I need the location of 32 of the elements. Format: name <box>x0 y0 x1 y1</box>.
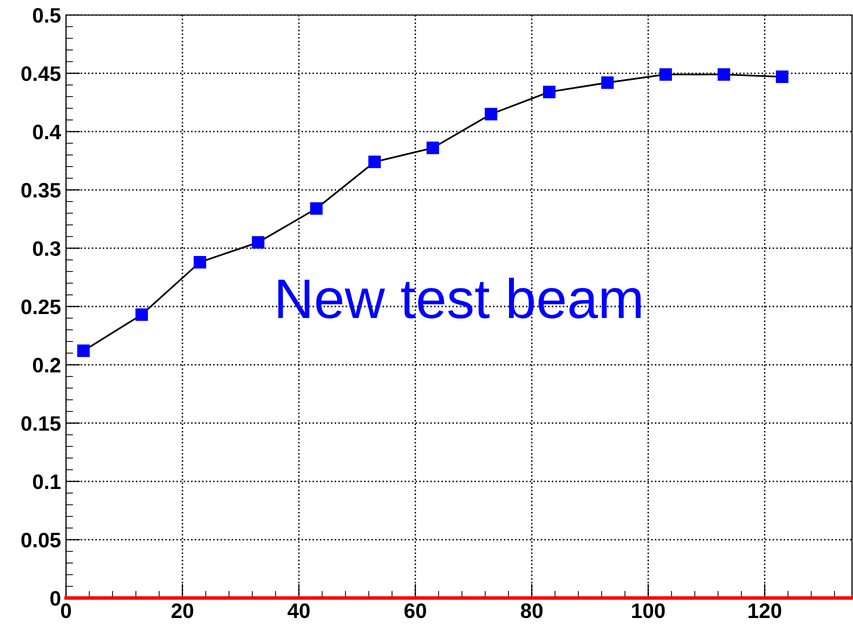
x-tick-label: 20 <box>172 603 194 618</box>
point <box>135 308 148 321</box>
y-tick-label: 0.15 <box>21 416 61 431</box>
x-tick-label: 100 <box>632 603 665 618</box>
y-tick-label: 0 <box>50 591 60 606</box>
point <box>542 86 556 98</box>
y-tick-label: 0.45 <box>21 66 61 82</box>
x-tick-label: 40 <box>288 603 310 618</box>
y-tick-label: 0.3 <box>33 241 60 256</box>
point <box>368 156 381 168</box>
y-tick-label: 0.1 <box>33 474 61 490</box>
point <box>601 76 614 89</box>
y-tick-label: 0.35 <box>21 182 61 198</box>
y-tick-label: 0.2 <box>33 358 60 373</box>
point <box>194 256 206 268</box>
point <box>718 68 730 81</box>
point <box>252 236 264 249</box>
x-tick-label: 80 <box>520 603 543 618</box>
point <box>77 344 90 358</box>
y-tick-label: 0.5 <box>33 8 61 23</box>
x-tick-label: 0 <box>61 603 71 618</box>
point <box>776 70 788 84</box>
x-tick-label: 120 <box>748 603 782 618</box>
point <box>426 142 440 154</box>
point <box>310 202 323 215</box>
y-tick-label: 0.25 <box>21 300 61 314</box>
x-tick-label: 60 <box>404 603 426 618</box>
y-tick-label: 0.05 <box>21 532 61 548</box>
y-tick-label: 0.4 <box>33 124 62 140</box>
annotation: New test beam <box>278 278 641 318</box>
point <box>659 68 672 81</box>
point <box>484 108 498 120</box>
